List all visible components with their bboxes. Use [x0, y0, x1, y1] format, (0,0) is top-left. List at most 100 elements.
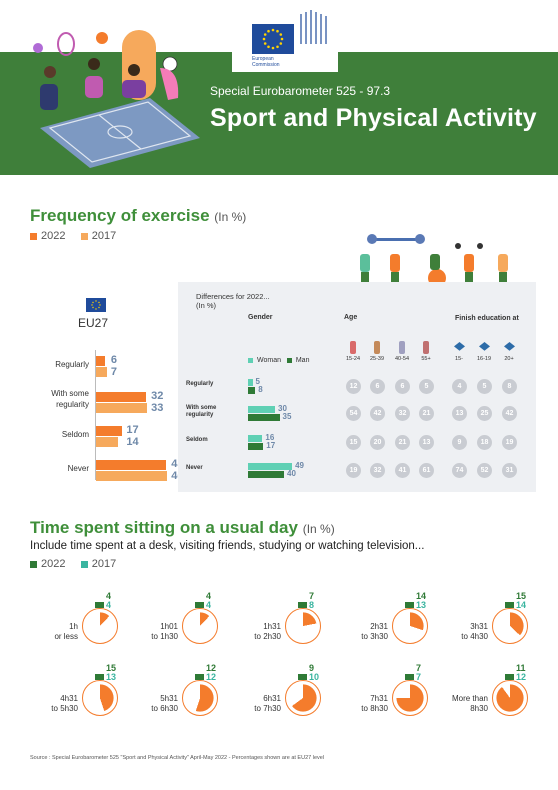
woman-value: 49 [295, 461, 304, 470]
difference-row-label: Regularly [186, 381, 214, 387]
age-value-circle: 32 [370, 463, 385, 478]
graduation-cap-icon [454, 342, 465, 351]
woman-swatch [248, 357, 253, 363]
education-value-circle: 31 [502, 463, 517, 478]
age-value-circle: 15 [346, 435, 361, 450]
frequency-row-label: Seldom [61, 430, 89, 439]
frequency-row-label: With some regularity [51, 389, 89, 409]
clock-cap-icon [505, 674, 514, 680]
value-2022: 32 [151, 390, 164, 402]
age-group-label: 40-54 [394, 356, 410, 362]
sitting-clock-ring [82, 680, 118, 716]
age-group-label: 25-39 [369, 356, 385, 362]
value-2022: 6 [110, 354, 117, 366]
clock-cap-icon [405, 674, 414, 680]
legend-label-2022: 2022 [41, 230, 66, 242]
sitting-clock-ring [392, 608, 428, 644]
man-swatch [286, 357, 292, 363]
age-value-circle: 20 [370, 435, 385, 450]
age-value-circle: 61 [419, 463, 434, 478]
sitting-value-2022: 4 [206, 591, 212, 601]
sitting-value-2017: 13 [416, 600, 427, 610]
education-value-circle: 5 [477, 379, 492, 394]
sitting-duration-label: 4h31 to 5h30 [26, 694, 78, 714]
sitting-value-2017: 13 [106, 672, 117, 682]
age-value-circle: 21 [419, 406, 434, 421]
sitting-duration-line-2: to 6h30 [151, 704, 178, 713]
age-group-icon [423, 341, 429, 354]
age-value-circle: 21 [395, 435, 410, 450]
age-value-circle: 13 [419, 435, 434, 450]
education-value-circle: 18 [477, 435, 492, 450]
sitting-clock-fill [186, 612, 214, 640]
legend-label-2017: 2017 [91, 230, 117, 242]
gender-legend: Woman Man [248, 357, 309, 364]
man-bar [248, 414, 280, 421]
graduation-cap-icon [504, 342, 515, 351]
sports-illustration [33, 30, 200, 168]
sitting-clock-ring [182, 680, 218, 716]
bar-2017 [96, 471, 168, 481]
gender-header: Gender [248, 314, 273, 321]
sitting-duration-line-1: 6h31 [263, 694, 281, 703]
education-value-circle: 42 [502, 406, 517, 421]
sitting-label-2022: 2022 [41, 558, 66, 570]
man-value: 17 [266, 441, 276, 450]
sitting-duration-label: 6h31 to 7h30 [229, 694, 281, 714]
sitting-duration-line-2: to 8h30 [361, 704, 388, 713]
woman-value: 16 [265, 433, 275, 442]
age-value-circle: 42 [370, 406, 385, 421]
age-value-circle: 41 [395, 463, 410, 478]
sitting-description: Include time spent at a desk, visiting f… [30, 540, 425, 552]
sitting-value-2017: 4 [106, 600, 112, 610]
sitting-duration-label: 1h31 to 2h30 [229, 622, 281, 642]
difference-row-label: Seldom [186, 437, 208, 443]
education-value-circle: 52 [477, 463, 492, 478]
sitting-value-2022: 11 [516, 663, 526, 673]
sitting-clock-ring [492, 680, 528, 716]
age-value-circle: 6 [395, 379, 410, 394]
sitting-duration-label: 7h31 to 8h30 [336, 694, 388, 714]
frequency-row-label: Never [67, 464, 89, 473]
man-value: 35 [282, 412, 292, 421]
sitting-duration-label: 3h31 to 4h30 [436, 622, 488, 642]
age-group-icon [350, 341, 356, 354]
sitting-duration-line-1: 2h31 [370, 622, 388, 631]
age-value-circle: 54 [346, 406, 361, 421]
age-header: Age [344, 314, 358, 321]
sitting-value-2022: 15 [516, 591, 527, 601]
eu-flag-icon [252, 24, 294, 54]
sitting-duration-label: More than 8h30 [436, 694, 488, 714]
man-bar [248, 443, 264, 450]
sitting-swatch-2017 [80, 560, 88, 568]
bar-2022 [96, 356, 106, 366]
man-value: 8 [258, 385, 263, 394]
sitting-value-2022: 15 [106, 663, 117, 673]
sitting-value-2022: 12 [206, 663, 217, 673]
frequency-unit: (In %) [214, 210, 247, 224]
sitting-clock-fill [186, 684, 214, 712]
bar-2022 [96, 392, 146, 402]
sitting-value-2022: 4 [106, 591, 112, 601]
sitting-duration-line-2: to 4h30 [461, 632, 488, 641]
education-value-circle: 9 [452, 435, 467, 450]
sitting-duration-label: 1h or less [26, 622, 78, 642]
woman-bar [248, 379, 253, 386]
sitting-duration-label: 2h31 to 3h30 [336, 622, 388, 642]
sitting-duration-line-1: 5h31 [160, 694, 178, 703]
sitting-clock-ring [492, 608, 528, 644]
header-subtitle: Special Eurobarometer 525 - 97.3 [210, 84, 391, 98]
page-title: Sport and Physical Activity [210, 104, 537, 132]
sitting-value-2017: 4 [206, 600, 212, 610]
value-2017: 33 [151, 402, 164, 414]
age-group-label: 15-24 [345, 356, 361, 362]
sitting-duration-line-1: 4h31 [60, 694, 78, 703]
frequency-legend: 2022 2017 [30, 230, 116, 242]
sitting-clock-fill [289, 612, 317, 640]
differences-title-text: Differences for 2022... [196, 292, 270, 301]
sitting-duration-line-2: 8h30 [470, 704, 488, 713]
man-label: Man [295, 357, 310, 364]
bar-axis [95, 350, 96, 480]
sitting-duration-line-1: 1h31 [263, 622, 281, 631]
sitting-clock-fill [496, 612, 524, 640]
